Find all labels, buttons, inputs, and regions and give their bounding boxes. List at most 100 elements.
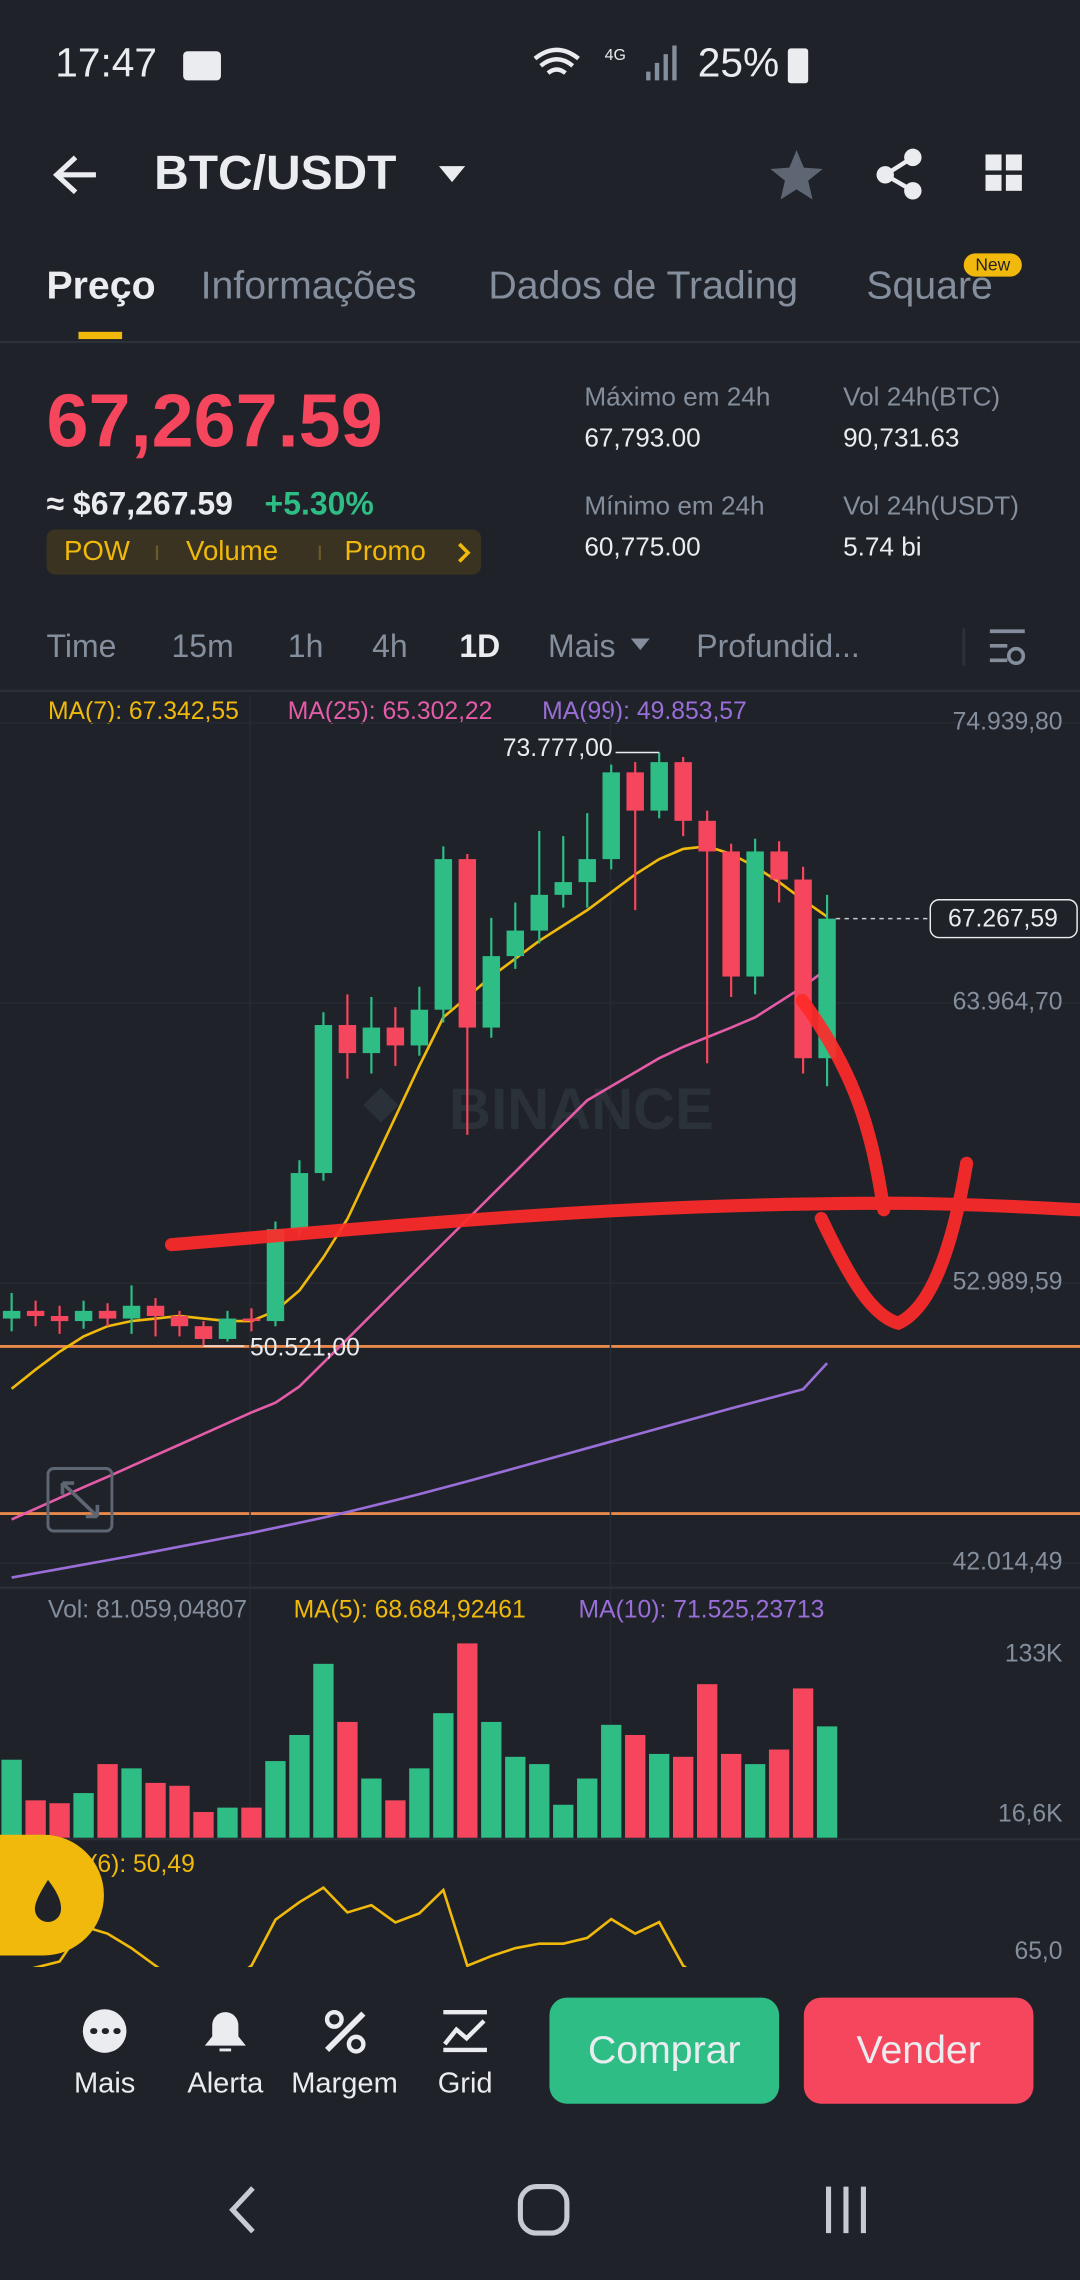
- buy-label[interactable]: Comprar: [588, 2028, 741, 2072]
- candle-body: [338, 1025, 357, 1054]
- candle-body: [434, 859, 453, 1010]
- sell-label[interactable]: Vender: [856, 2028, 980, 2072]
- buy-button[interactable]: [549, 1997, 780, 2104]
- ma-label: MA(25): 65.302,22: [288, 698, 493, 725]
- interval[interactable]: 1D: [459, 628, 500, 664]
- volume-bar: [121, 1768, 142, 1838]
- pair-title[interactable]: BTC/USDT: [154, 147, 396, 200]
- interval[interactable]: 15m: [172, 628, 234, 664]
- nav-recent[interactable]: [825, 2186, 866, 2234]
- interval[interactable]: Profundid...: [696, 628, 860, 664]
- volume-bar: [601, 1724, 622, 1838]
- stat-value: 60,775.00: [584, 531, 700, 561]
- settings-button[interactable]: [1006, 646, 1026, 666]
- wifi-icon: [533, 47, 580, 75]
- badge: [963, 253, 1022, 277]
- network: 4G: [605, 47, 626, 64]
- stat-label: Mínimo em 24h: [584, 491, 764, 521]
- candle-body: [794, 879, 812, 1059]
- interval[interactable]: Mais: [548, 628, 616, 664]
- toolbar-icon[interactable]: [204, 2012, 246, 2052]
- volume-bar: [217, 1807, 238, 1838]
- layout-button[interactable]: [985, 154, 1022, 191]
- favorite-button[interactable]: [770, 150, 823, 200]
- watermark: BINANCE: [449, 1077, 714, 1142]
- toolbar-label[interactable]: Grid: [438, 2067, 493, 2099]
- volume-bar: [49, 1803, 70, 1838]
- volume-bar: [385, 1800, 406, 1838]
- tag-separator: [155, 545, 321, 561]
- nav-back[interactable]: [229, 2186, 255, 2234]
- toolbar-label[interactable]: Alerta: [187, 2067, 264, 2099]
- volume-bar: [649, 1753, 670, 1838]
- volume-label: MA(10): 71.525,23713: [579, 1596, 825, 1623]
- tab-indicator: [78, 331, 123, 340]
- toolbar-icon: [324, 2009, 344, 2029]
- settings-button[interactable]: [989, 629, 1025, 663]
- volume-bar: [265, 1761, 286, 1838]
- tab[interactable]: Preço: [47, 264, 156, 308]
- y-tick-label: 63.964,70: [953, 988, 1063, 1015]
- volume-bar: [720, 1753, 742, 1838]
- last-price: 67,267.59: [47, 379, 383, 463]
- volume-bar: [289, 1734, 310, 1838]
- ma-label: MA(99): 49.853,57: [542, 698, 747, 725]
- stat-label: Máximo em 24h: [584, 382, 770, 412]
- interval[interactable]: 4h: [372, 628, 408, 664]
- toolbar-label[interactable]: Mais: [74, 2067, 135, 2099]
- candle-body: [122, 1305, 141, 1319]
- interval[interactable]: Time: [47, 628, 117, 664]
- tab[interactable]: Informações: [201, 264, 417, 308]
- tag[interactable]: Promo: [344, 535, 425, 566]
- candle-body: [770, 851, 788, 880]
- candle-body: [386, 1027, 405, 1046]
- volume-bar: [696, 1684, 718, 1838]
- high-label: 73.777,00: [503, 735, 613, 762]
- watermark-logo: [363, 1087, 399, 1123]
- tag[interactable]: POW: [64, 535, 130, 566]
- stat-value: 90,731.63: [843, 422, 959, 452]
- toolbar-label[interactable]: Margem: [291, 2067, 398, 2099]
- volume-bar: [145, 1782, 166, 1838]
- stat-label: Vol 24h(USDT): [843, 491, 1019, 521]
- sell-button[interactable]: [803, 1997, 1034, 2104]
- toolbar-icon[interactable]: [324, 2011, 366, 2052]
- volume-bar: [241, 1807, 262, 1838]
- volume-bar: [481, 1721, 502, 1838]
- pair-dropdown[interactable]: [438, 166, 466, 183]
- y-tick-label: 65,0: [1014, 1938, 1062, 1965]
- expand-button[interactable]: [46, 1467, 114, 1533]
- candle-body: [530, 894, 548, 931]
- volume-bar: [577, 1778, 598, 1838]
- volume-bar: [505, 1756, 526, 1838]
- back-button[interactable]: [52, 155, 96, 195]
- candle-body: [602, 772, 620, 860]
- last-price-label: 67.267,59: [948, 906, 1058, 933]
- volume-bar: [673, 1756, 694, 1838]
- hand-drawing: [164, 993, 1080, 1331]
- volume-bar: [169, 1785, 190, 1838]
- signal-icon: [646, 45, 677, 81]
- floating-icon: [34, 1879, 62, 1923]
- interval[interactable]: 1h: [288, 628, 324, 664]
- rsi-line: [32, 1885, 688, 1968]
- tab[interactable]: Dados de Trading: [488, 264, 798, 308]
- candle-body: [242, 1318, 261, 1322]
- candle-body: [50, 1315, 69, 1322]
- candle-body: [482, 956, 501, 1028]
- volume-bar: [97, 1764, 118, 1838]
- volume-bar: [337, 1721, 358, 1838]
- share-button[interactable]: [876, 148, 922, 200]
- candle-body: [74, 1310, 93, 1322]
- toolbar-icon[interactable]: [443, 2009, 487, 2053]
- interval-dropdown[interactable]: [630, 638, 650, 651]
- ma-label: MA(7): 67.342,55: [48, 698, 239, 725]
- tag-bar[interactable]: [46, 529, 482, 575]
- nav-home[interactable]: [517, 2184, 570, 2236]
- tag[interactable]: Volume: [186, 535, 278, 566]
- candle-body: [410, 1009, 429, 1046]
- volume-bar: [1, 1759, 22, 1838]
- clock: 17:47: [55, 40, 157, 86]
